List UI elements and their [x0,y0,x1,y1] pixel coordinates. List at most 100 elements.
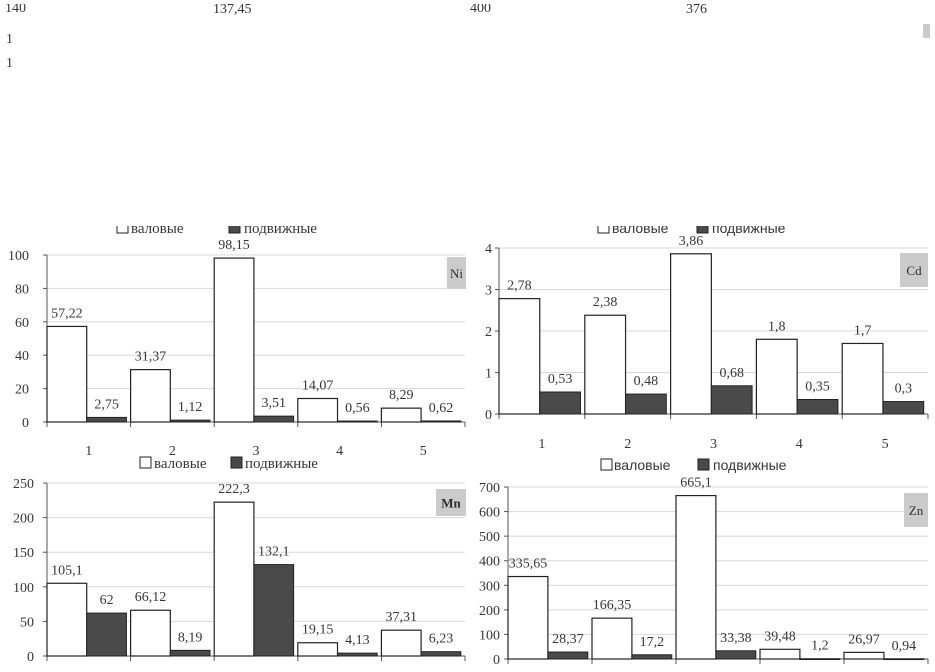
data-label-fragment: 137,45 [213,2,252,17]
legend-label: валовые [614,457,671,473]
y-tick-label: 500 [479,530,500,545]
chart-mn: 0 50 100 150 200 250 105,1 66,12 222,3 19,15 37,31… [13,477,466,665]
bar-gross [46,325,88,423]
y-tick-label: 40 [15,349,29,364]
legend-label: подвижные [244,221,317,237]
data-label: 0,3 [895,382,913,397]
bar-gross [130,369,171,423]
data-label: 0,68 [719,366,744,381]
y-tick-label: 3 [485,284,492,299]
data-label: 66,12 [135,590,167,605]
y-tick-label: 300 [479,579,500,594]
legend-label: подвижные [245,456,318,472]
bar-gross [841,342,884,415]
x-tick-label: 3 [253,444,260,459]
data-label: 4,13 [345,633,370,648]
data-label: 3,51 [262,396,287,411]
y-tick-label: 2 [485,325,492,340]
legend-swatch-mobile [696,226,709,234]
y-tick-label: 400 [479,555,500,570]
data-label: 26,97 [848,632,880,647]
x-tick-label: 1 [538,437,545,452]
bar-gross [669,253,712,415]
data-label: 2,38 [593,295,618,310]
bar-gross [297,642,339,657]
legend-label: валовые [612,220,669,236]
y-tick-label: 250 [13,477,34,492]
x-tick-label: 1 [85,444,92,459]
legend-label: валовые [154,456,207,472]
y-tick-label: 100 [13,581,34,596]
y-tick-label: 100 [8,249,29,264]
data-label: 0,62 [429,401,454,416]
data-label: 1,2 [811,639,829,654]
x-tick-label: 2 [169,444,176,459]
element-label-box [436,489,466,516]
data-label: 0,94 [892,639,917,654]
element-label: Cd [906,263,922,278]
data-label: 0,48 [634,374,659,389]
legend-swatch-mobile [228,226,241,234]
element-label-box [447,257,466,289]
data-label: 665,1 [680,476,712,491]
bar-mobile [169,649,211,657]
bar-gross [297,397,339,423]
legend-label: подвижные [712,220,786,236]
bar-gross [507,575,549,660]
bar-mobile [420,420,462,423]
y-tick-label-fragment: 1 [6,56,13,71]
bar-gross [755,338,798,415]
data-label: 0,53 [548,372,573,387]
bar-mobile [337,420,378,423]
bar-mobile [253,564,295,657]
bar-gross [675,494,717,660]
y-tick-label: 20 [15,383,29,398]
bar-mobile [253,415,295,423]
data-label: 37,31 [386,610,418,625]
bar-mobile [86,612,127,657]
x-tick-label: 4 [796,437,803,452]
label-box-fragment [923,24,930,38]
data-label: 2,78 [507,279,532,294]
bar-gross [46,582,88,657]
legend-swatch-gross [597,226,610,234]
data-label: 0,56 [345,401,370,416]
bar-gross [843,651,885,660]
legend-label: валовые [131,221,184,237]
element-label-box [900,253,928,287]
y-tick-label: 200 [479,604,500,619]
data-label: 105,1 [51,563,83,578]
x-tick-label: 4 [336,444,343,459]
bar-mobile [882,401,925,415]
y-tick-label: 80 [15,282,29,297]
data-label: 166,35 [593,598,632,613]
cropped-legend-left: валовые подвижные [116,221,317,237]
y-tick-label-fragment: 1 [6,32,13,47]
y-tick-label: 150 [13,546,34,561]
bar-gross [759,648,801,660]
data-label: 33,38 [720,631,752,646]
bar-gross [584,314,627,415]
cropped-top-charts: 140 137,45 400 376 1 1 валовые подвижные… [5,2,930,237]
legend-label: подвижные [713,457,787,473]
y-tick-label: 200 [13,512,34,527]
element-label: Ni [450,266,463,281]
data-label: 132,1 [258,545,290,560]
data-label: 8,19 [178,630,203,645]
bar-mobile [625,393,667,415]
legend-swatch-gross [139,456,152,469]
y-tick-label: 0 [27,650,34,665]
data-label: 28,37 [552,632,584,647]
chart-ni: 0 20 40 60 80 100 57,22 31,37 98,15 14,07 8,29 2,75… [8,238,466,459]
y-tick-label: 1 [485,367,492,382]
y-tick-label: 0 [22,416,29,431]
bar-mobile [883,658,925,661]
bar-mobile [539,391,582,415]
bar-gross [498,298,541,415]
data-label: 2,75 [94,397,119,412]
x-tick-label: 5 [882,437,889,452]
bar-gross [591,617,633,660]
legend-swatch-mobile [230,456,243,469]
